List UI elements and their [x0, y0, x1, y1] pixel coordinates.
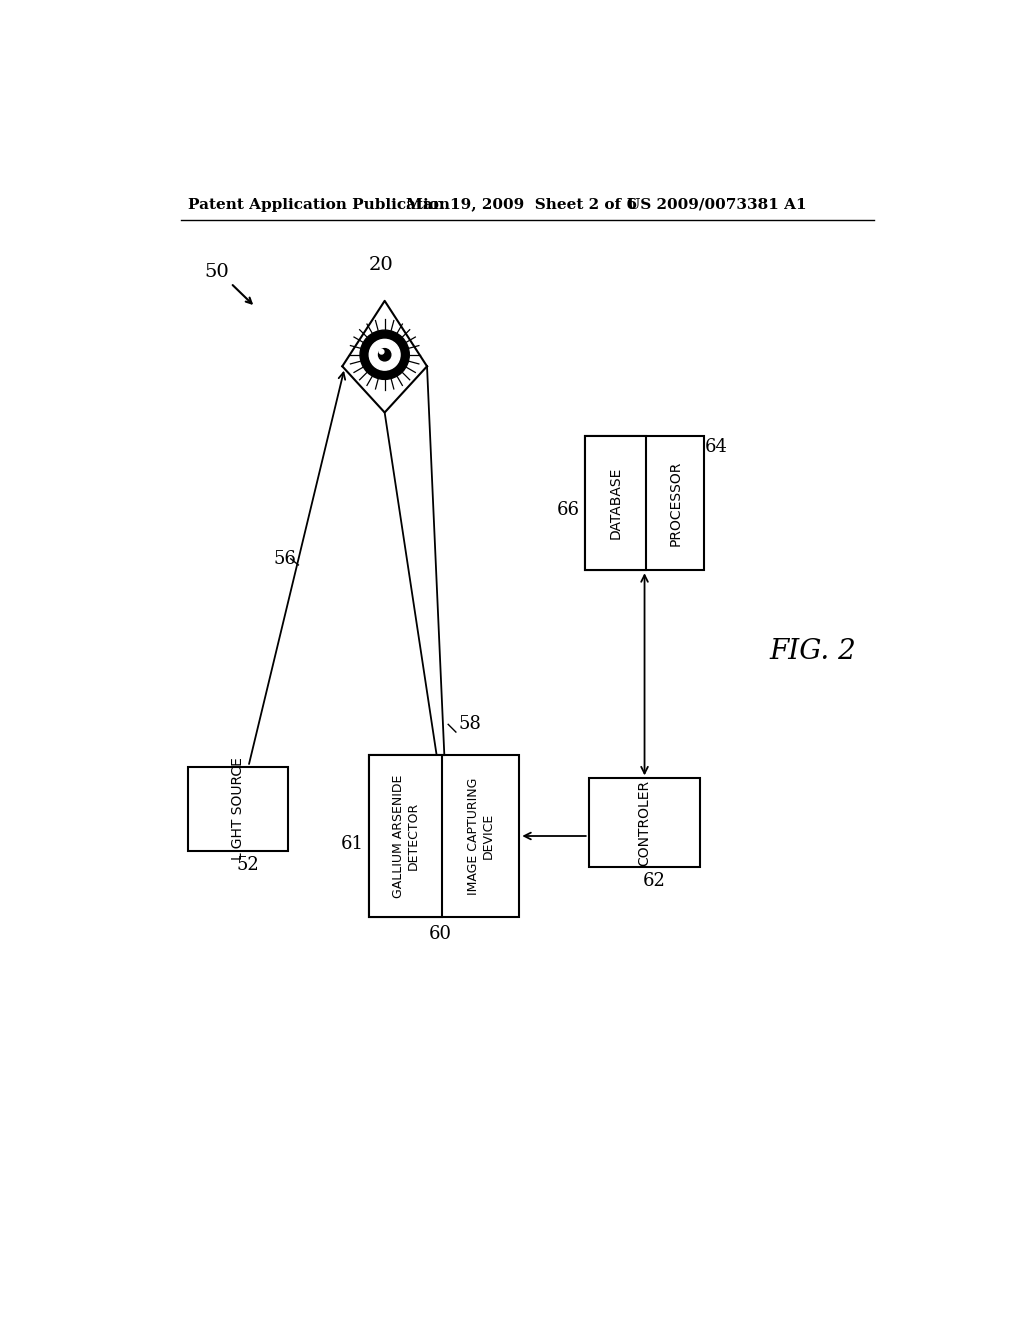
- Circle shape: [379, 348, 391, 360]
- Text: LIGHT SOURCE: LIGHT SOURCE: [231, 758, 246, 861]
- Text: CONTROLER: CONTROLER: [638, 780, 651, 866]
- Bar: [188, 767, 289, 851]
- Text: GALLIUM ARSENIDE
DETECTOR: GALLIUM ARSENIDE DETECTOR: [392, 775, 420, 898]
- Bar: [370, 755, 519, 917]
- Text: 60: 60: [429, 925, 452, 942]
- Bar: [585, 436, 646, 570]
- Text: FIG. 2: FIG. 2: [770, 638, 856, 665]
- Text: 52: 52: [237, 857, 259, 874]
- Text: 62: 62: [642, 871, 666, 890]
- Text: Mar. 19, 2009  Sheet 2 of 6: Mar. 19, 2009 Sheet 2 of 6: [407, 198, 637, 211]
- Text: 56: 56: [273, 550, 296, 568]
- Text: 20: 20: [369, 256, 393, 273]
- Circle shape: [379, 350, 384, 354]
- Text: 50: 50: [205, 264, 229, 281]
- Text: 61: 61: [341, 836, 364, 853]
- Text: DATABASE: DATABASE: [608, 467, 623, 539]
- Text: Patent Application Publication: Patent Application Publication: [188, 198, 451, 211]
- Text: IMAGE CAPTURING
DEVICE: IMAGE CAPTURING DEVICE: [467, 777, 495, 895]
- Circle shape: [360, 330, 410, 379]
- Text: US 2009/0073381 A1: US 2009/0073381 A1: [628, 198, 807, 211]
- Bar: [370, 755, 442, 917]
- Circle shape: [370, 339, 400, 370]
- Text: PROCESSOR: PROCESSOR: [669, 461, 682, 545]
- Text: 64: 64: [705, 438, 727, 457]
- Bar: [589, 779, 700, 867]
- Bar: [585, 436, 705, 570]
- Text: 58: 58: [458, 715, 481, 734]
- Text: 66: 66: [556, 500, 580, 519]
